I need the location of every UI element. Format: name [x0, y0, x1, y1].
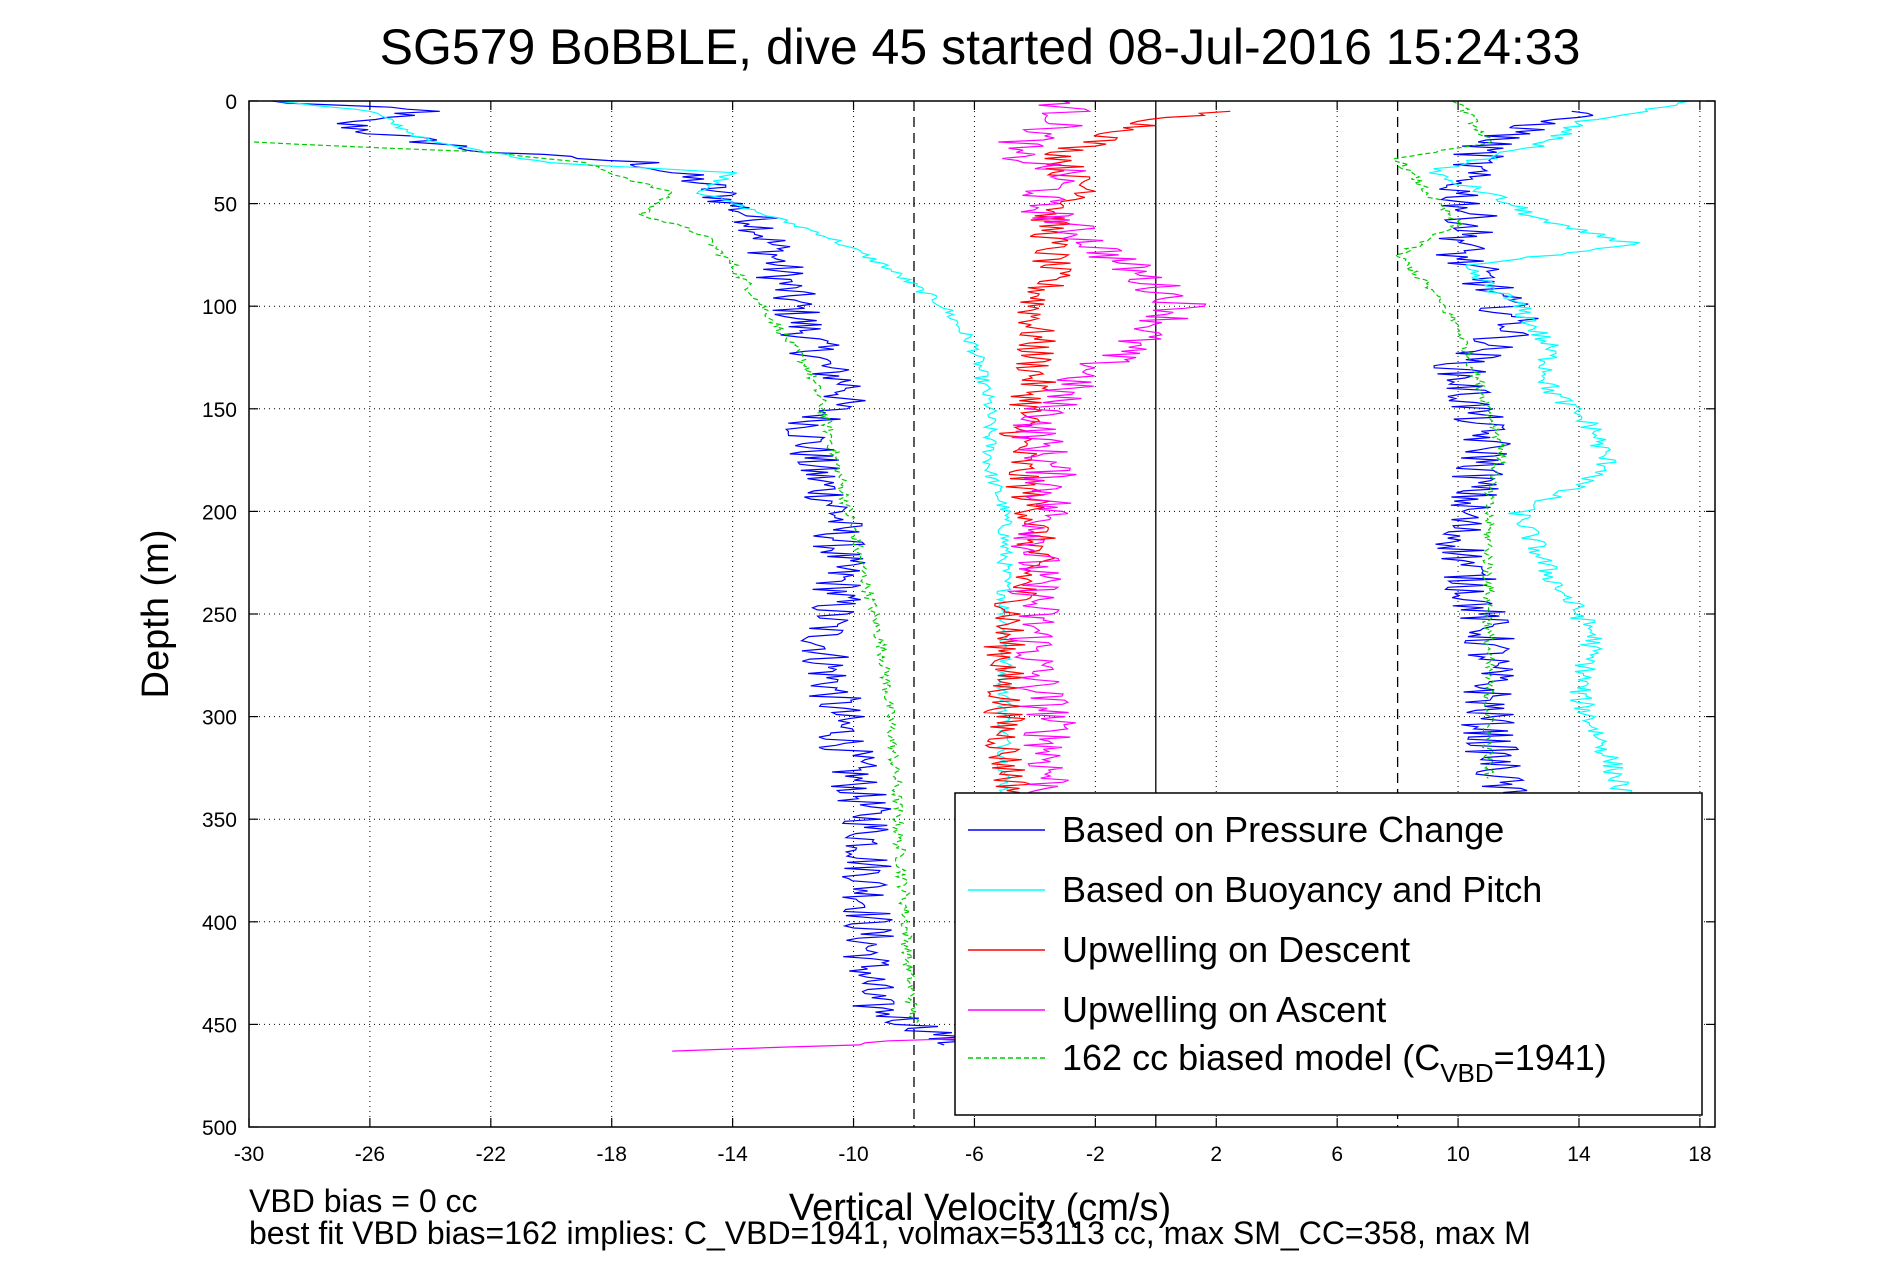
y-tick-label: 0	[225, 91, 237, 114]
x-tick-label: -6	[965, 1143, 984, 1166]
legend: Based on Pressure Change Based on Buoyanc…	[954, 792, 1703, 1116]
series-tail-based-on-buoyancy-and-pitch	[1429, 100, 1690, 800]
legend-entry-label: Upwelling on Descent	[1062, 929, 1410, 970]
x-tick-label: 18	[1688, 1143, 1711, 1166]
y-tick-label: 150	[202, 399, 237, 422]
x-tick-label: 10	[1446, 1143, 1469, 1166]
footnote-vbd-bias: VBD bias = 0 cc	[249, 1183, 478, 1219]
y-tick-label: 400	[202, 912, 237, 935]
series-tail-based-on-pressure-change	[1433, 110, 1594, 800]
x-tick-label: 6	[1331, 1143, 1343, 1166]
x-tick-label: 14	[1567, 1143, 1591, 1166]
y-tick-label: 200	[202, 501, 237, 524]
x-tick-label: -22	[476, 1143, 506, 1166]
x-axis-title: Vertical Velocity (cm/s)	[789, 1187, 1171, 1229]
series-162-cc-biased-model-c-vbd-1941	[253, 141, 920, 1025]
legend-entry-label: Based on Pressure Change	[1062, 809, 1504, 850]
x-tick-label: -26	[355, 1143, 385, 1166]
x-tick-label: 2	[1210, 1143, 1222, 1166]
y-tick-label: 350	[202, 809, 237, 832]
legend-entry-label: Upwelling on Ascent	[1062, 989, 1386, 1030]
legend-entry-label: 162 cc biased model (CVBD=1941)	[1062, 1037, 1607, 1088]
series-tail-162-cc-biased-model-c-vbd-1941	[1392, 100, 1509, 779]
footnote-best-fit: best fit VBD bias=162 implies: C_VBD=194…	[249, 1215, 1531, 1251]
y-tick-label: 500	[202, 1117, 237, 1140]
legend-box	[954, 792, 1703, 1116]
chart-title: SG579 BoBBLE, dive 45 started 08-Jul-201…	[380, 19, 1581, 75]
ticks: -30 -26 -22 -18 -14 -10 -6 -2 2 6 10 14 180501001502…	[202, 91, 1715, 1166]
y-tick-label: 300	[202, 707, 237, 730]
y-tick-label: 450	[202, 1014, 237, 1037]
y-tick-label: 100	[202, 296, 237, 319]
series-upwelling-on-descent	[983, 110, 1231, 800]
x-tick-label: -2	[1086, 1143, 1105, 1166]
y-tick-label: 50	[214, 194, 237, 217]
y-tick-label: 250	[202, 604, 237, 627]
series-based-on-pressure-change	[272, 100, 970, 1046]
x-tick-label: -30	[234, 1143, 264, 1166]
x-tick-label: -14	[717, 1143, 748, 1166]
x-tick-label: -18	[597, 1143, 627, 1166]
legend-entry-label: Based on Buoyancy and Pitch	[1062, 869, 1542, 910]
x-tick-label: -10	[838, 1143, 868, 1166]
series-based-on-buoyancy-and-pitch	[274, 100, 1014, 800]
y-axis-title: Depth (m)	[135, 530, 177, 699]
